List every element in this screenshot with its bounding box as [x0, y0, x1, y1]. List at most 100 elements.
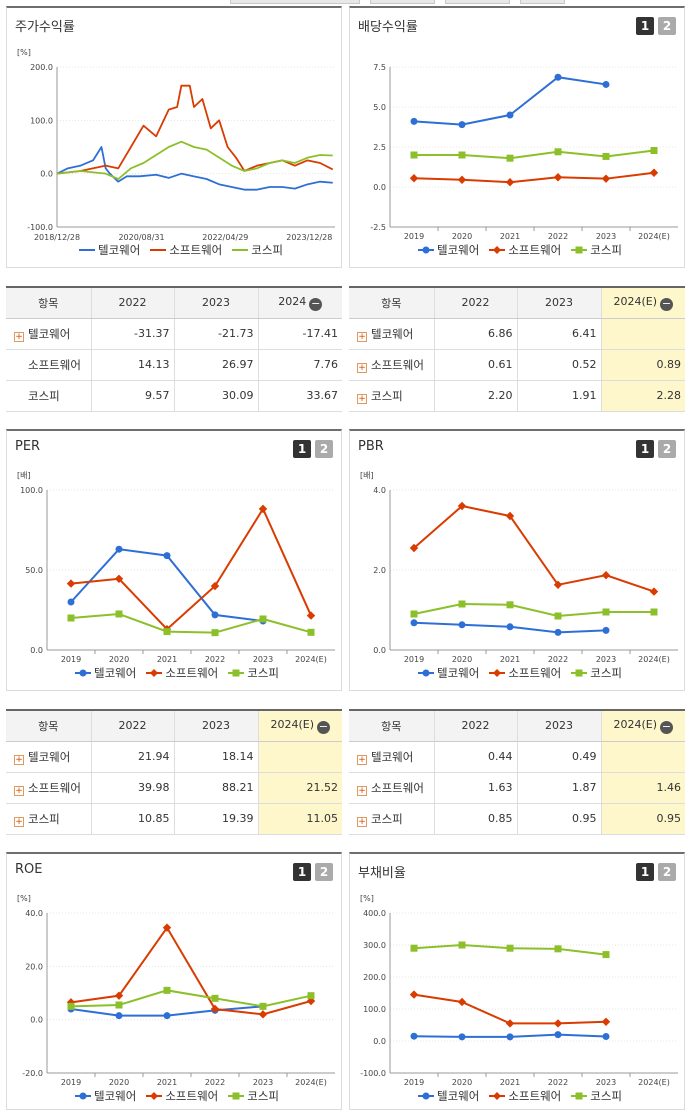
legend-item[interactable]: 코스피 [571, 242, 622, 258]
x-tick-label: 2022 [205, 655, 225, 664]
period-button-1[interactable]: 1 [636, 17, 654, 35]
table-header-cell: 2022 [434, 286, 518, 319]
table-row: + 텔코웨어 21.94 18.14 [6, 741, 342, 773]
chart-legend: 텔코웨어 소프트웨어 코스피 [75, 1088, 279, 1104]
y-tick-label: 300.0 [363, 941, 386, 950]
legend-item[interactable]: 소프트웨어 [489, 242, 561, 258]
legend-item[interactable]: 코스피 [232, 242, 283, 258]
x-tick-label: 2024(E) [638, 1078, 670, 1087]
expand-row-icon[interactable]: + [14, 331, 24, 342]
legend-item[interactable]: 텔코웨어 [418, 242, 479, 258]
table-value-cell: 14.13 [91, 349, 175, 381]
x-tick-label: 2023 [596, 232, 616, 241]
diamond-marker [210, 1004, 220, 1014]
circle-marker [506, 1033, 514, 1041]
kospi-line [70, 612, 312, 634]
expand-row-icon[interactable]: + [14, 816, 24, 827]
square-marker [259, 615, 267, 623]
legend-item[interactable]: 코스피 [228, 1088, 279, 1104]
diamond-marker [553, 173, 563, 182]
collapse-column-icon[interactable]: − [309, 296, 323, 311]
x-tick-label: 2021 [500, 1078, 520, 1087]
circle-marker [115, 545, 123, 553]
kospi-line-markers [410, 147, 658, 162]
software-line-markers [409, 168, 659, 187]
software-line [413, 171, 655, 184]
table-value-cell [258, 741, 342, 773]
x-tick-label: 2020 [109, 655, 129, 664]
software-line [56, 84, 334, 175]
period-button-2[interactable]: 2 [315, 440, 333, 458]
legend-item[interactable]: 소프트웨어 [146, 665, 218, 681]
period-button-2[interactable]: 2 [658, 17, 676, 35]
legend-item[interactable]: 소프트웨어 [489, 1088, 561, 1104]
legend-item[interactable]: 텔코웨어 [75, 1088, 136, 1104]
legend-swatch [489, 669, 506, 677]
legend-item[interactable]: 소프트웨어 [150, 242, 222, 258]
table-row: + 코스피 10.85 19.39 11.05 [6, 803, 342, 835]
period-button-2[interactable]: 2 [658, 440, 676, 458]
diamond-marker [457, 501, 467, 511]
y-tick-label: 200.0 [363, 973, 386, 982]
chart-legend: 텔코웨어 소프트웨어 코스피 [418, 242, 622, 258]
legend-item[interactable]: 소프트웨어 [489, 665, 561, 681]
legend-item[interactable]: 텔코웨어 [75, 665, 136, 681]
period-button-2[interactable]: 2 [315, 863, 333, 881]
legend-item[interactable]: 텔코웨어 [79, 242, 140, 258]
circle-marker [163, 1012, 171, 1020]
period-button-1[interactable]: 1 [636, 440, 654, 458]
period-button-1[interactable]: 1 [293, 440, 311, 458]
diamond-marker [649, 587, 659, 596]
expand-row-icon[interactable]: + [14, 785, 24, 796]
expand-row-icon[interactable]: + [357, 393, 367, 404]
x-tick-label: 2024(E) [638, 232, 670, 241]
kospi-line-markers [410, 941, 610, 959]
diamond-marker [553, 580, 563, 589]
legend-swatch [75, 669, 91, 677]
square-marker [115, 610, 123, 618]
collapse-column-icon[interactable]: − [660, 296, 674, 311]
table-value-cell: 1.46 [601, 772, 685, 804]
table-value-cell: 39.98 [91, 772, 175, 804]
row-name-label: 텔코웨어 [28, 749, 71, 764]
software-line-markers [66, 923, 316, 1019]
legend-swatch [146, 669, 163, 677]
legend-swatch [418, 246, 434, 254]
expand-row-icon[interactable]: + [357, 785, 367, 796]
diamond-marker [409, 990, 419, 999]
x-tick-label: 2023 [253, 655, 273, 664]
period-button-1[interactable]: 1 [636, 863, 654, 881]
collapse-column-icon[interactable]: − [660, 719, 674, 734]
legend-item[interactable]: 코스피 [571, 665, 622, 681]
collapse-column-icon[interactable]: − [317, 719, 331, 734]
expand-row-icon[interactable]: + [357, 754, 367, 765]
table-value-cell: -31.37 [91, 318, 175, 350]
row-name-label: 코스피 [28, 388, 60, 403]
per-chart: [배] 100.0 50.0 0.0 2019 2020 2021 2022 2023 2024(… [17, 471, 335, 664]
expand-row-icon[interactable]: + [357, 331, 367, 342]
legend-label: 코스피 [590, 243, 622, 257]
telco-line-markers [410, 619, 610, 636]
legend-swatch [228, 669, 245, 677]
period-button-1[interactable]: 1 [293, 863, 311, 881]
kospi-line [414, 149, 655, 160]
expand-row-icon[interactable]: + [357, 816, 367, 827]
legend-item[interactable]: 코스피 [228, 665, 279, 681]
panel-title: PER [15, 439, 41, 454]
legend-swatch [228, 1092, 245, 1100]
y-tick-label: -100.0 [360, 1069, 386, 1078]
legend-item[interactable]: 코스피 [571, 1088, 622, 1104]
diamond-marker [409, 174, 419, 183]
period-button-2[interactable]: 2 [658, 863, 676, 881]
legend-item[interactable]: 소프트웨어 [146, 1088, 218, 1104]
legend-item[interactable]: 텔코웨어 [418, 665, 479, 681]
expand-row-icon[interactable]: + [357, 362, 367, 373]
x-tick-label: 2020 [109, 1078, 129, 1087]
x-tick-label: 2023 [596, 655, 616, 664]
table-row: 코스피 9.57 30.09 33.67 [6, 380, 342, 412]
expand-row-icon[interactable]: + [14, 754, 24, 765]
legend-item[interactable]: 텔코웨어 [418, 1088, 479, 1104]
